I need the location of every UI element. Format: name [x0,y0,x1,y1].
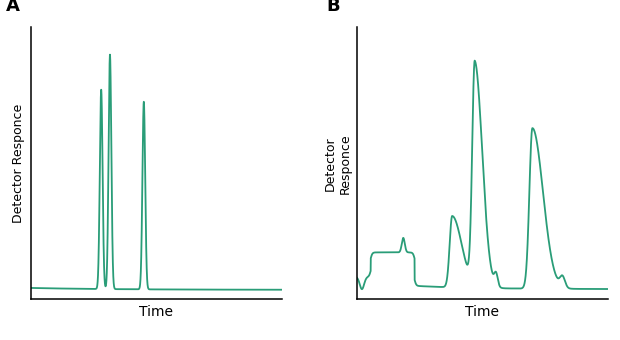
Text: B: B [327,0,340,15]
X-axis label: Time: Time [140,305,174,319]
Y-axis label: Detector
Responce: Detector Responce [324,133,352,193]
X-axis label: Time: Time [465,305,499,319]
Text: A: A [6,0,20,15]
Y-axis label: Detector Responce: Detector Responce [12,104,25,223]
